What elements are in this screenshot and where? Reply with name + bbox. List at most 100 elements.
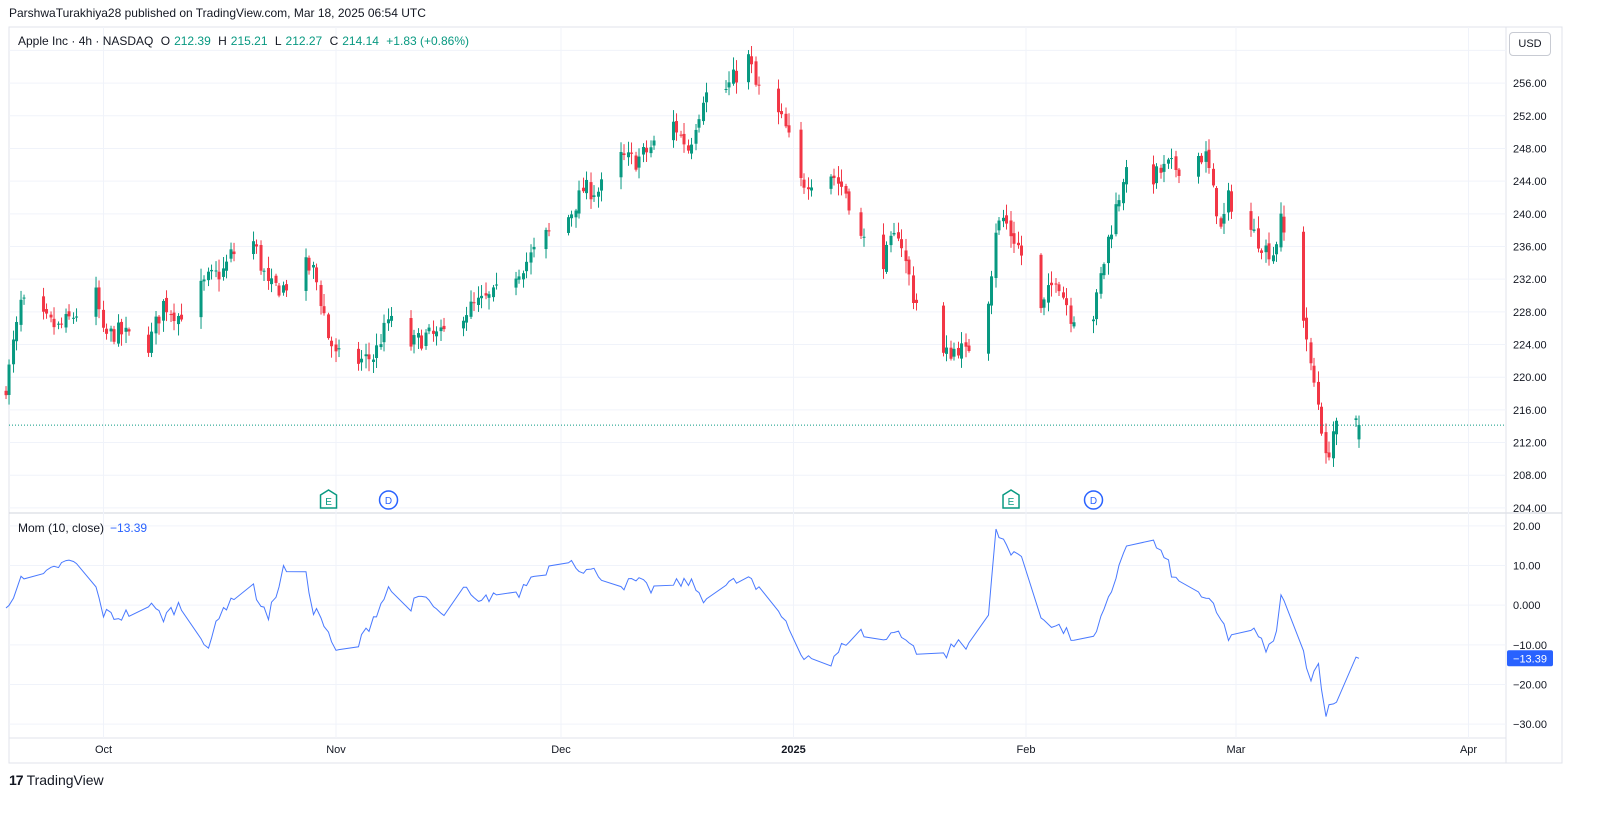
candle-body [327, 314, 331, 339]
candle-body [202, 279, 206, 282]
candle-body [22, 297, 26, 299]
candle-body [420, 335, 424, 349]
candle-body [432, 330, 436, 334]
candle-body [990, 276, 994, 306]
candle-body [387, 319, 391, 324]
candle-body [682, 133, 686, 145]
candle-body [592, 195, 596, 197]
candle-body [1047, 285, 1051, 303]
candle-body [525, 261, 529, 272]
momentum-line [5, 528, 1360, 717]
candle-body [252, 241, 256, 255]
candle-body [472, 302, 476, 304]
candle-body [517, 276, 521, 280]
candle-body [787, 125, 791, 133]
candle-body [697, 119, 701, 128]
candle-body [907, 259, 911, 275]
candle-body [645, 147, 649, 153]
symbol-legend: Apple Inc · 4h · NASDAQ O 212.39 H 215.21 … [18, 34, 473, 48]
candle-body [435, 331, 439, 337]
candle-body [229, 249, 233, 259]
candle-body [1065, 298, 1069, 306]
candle-body [75, 316, 79, 318]
momentum-tick-label: −10.00 [1513, 640, 1547, 652]
candle-body [892, 232, 896, 235]
candle-body [1317, 381, 1321, 405]
candle-body [582, 187, 586, 192]
tradingview-name: TradingView [26, 772, 104, 788]
candle-body [304, 257, 308, 291]
candle-body [477, 297, 481, 305]
candle-body [882, 234, 886, 270]
candle-body [957, 347, 961, 356]
candle-body [885, 244, 889, 272]
candle-body [1069, 305, 1073, 324]
candle-body [1012, 233, 1016, 244]
candle-body [574, 210, 578, 218]
price-tick-label: 212.00 [1513, 438, 1547, 450]
candle-body [1282, 216, 1286, 233]
candle-body [1062, 292, 1066, 298]
candle-body [217, 271, 221, 280]
candle-body [259, 245, 263, 271]
candle-body [15, 321, 19, 342]
currency-button[interactable]: USD [1509, 32, 1551, 56]
candle-body [1332, 431, 1336, 459]
candle-body [274, 275, 278, 283]
momentum-value: −13.39 [110, 521, 148, 535]
candle-body [1050, 282, 1054, 286]
price-tick-label: 240.00 [1513, 209, 1547, 221]
candle-body [277, 285, 281, 296]
candle-body [72, 317, 76, 319]
candle-body [1227, 190, 1231, 213]
price-tick-label: 236.00 [1513, 241, 1547, 253]
momentum-tick-label: −30.00 [1513, 719, 1547, 731]
candle-body [147, 334, 151, 353]
candle-body [1152, 164, 1156, 185]
candle-body [315, 267, 319, 283]
close-label: C [329, 34, 339, 48]
candle-body [57, 323, 61, 325]
candle-body [412, 335, 416, 345]
candle-body [900, 239, 904, 249]
candle-body [622, 153, 626, 155]
candle-body [912, 275, 916, 303]
candle-body [322, 306, 326, 314]
candle-body [567, 217, 571, 233]
candle-body [967, 345, 971, 352]
candle-body [225, 261, 229, 271]
change-value: +1.83 (+0.86%) [386, 34, 470, 48]
momentum-tick-label: −20.00 [1513, 679, 1547, 691]
candle-body [637, 156, 641, 168]
candle-body [120, 321, 124, 335]
candle-body [840, 181, 844, 187]
candle-body [4, 390, 8, 396]
dividend-marker-label: D [1090, 496, 1097, 507]
candle-body [67, 311, 71, 317]
candle-body [1009, 220, 1013, 237]
candle-body [732, 69, 736, 84]
price-tick-label: 252.00 [1513, 111, 1547, 123]
candle-body [1302, 231, 1306, 321]
candle-body [1230, 191, 1234, 212]
candle-body [390, 315, 394, 321]
candle-body [169, 314, 173, 316]
time-tick-label: Apr [1460, 744, 1477, 756]
momentum-tick-label: 10.00 [1513, 561, 1541, 573]
candle-body [417, 333, 421, 338]
candle-body [94, 287, 98, 317]
price-tick-label: 232.00 [1513, 274, 1547, 286]
candle-body [750, 56, 754, 65]
candle-body [1162, 163, 1166, 172]
candle-body [1354, 418, 1358, 420]
candle-body [1324, 432, 1328, 454]
candle-body [97, 287, 101, 310]
candle-body [652, 140, 656, 146]
candle-body [379, 344, 383, 348]
earnings-marker [319, 489, 338, 509]
candle-body [360, 358, 364, 363]
candle-body [1122, 182, 1126, 204]
candle-body [1114, 204, 1118, 235]
candle-body [222, 268, 226, 277]
